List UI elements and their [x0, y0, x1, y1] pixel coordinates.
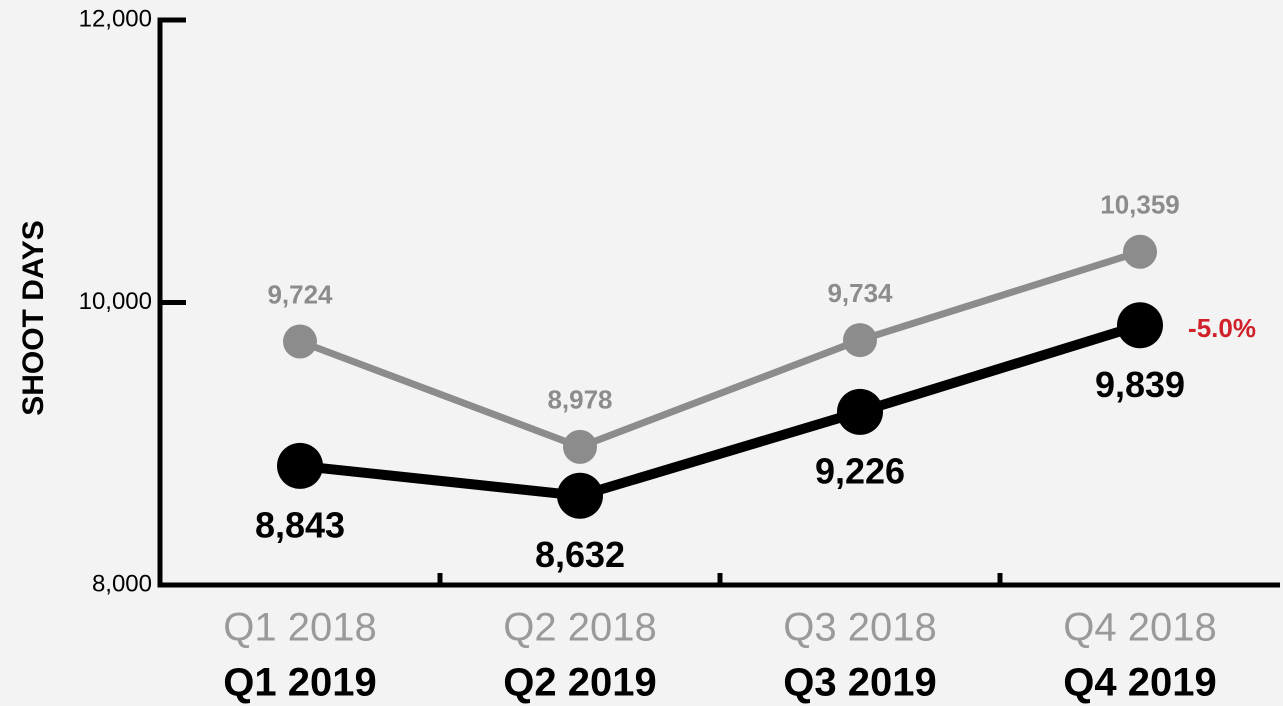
x-tick-label: Q3 2019	[783, 661, 936, 705]
data-point	[563, 429, 597, 464]
data-label: 8,843	[255, 504, 345, 545]
x-tick-label: Q2 2018	[503, 606, 656, 650]
data-label: 9,226	[815, 450, 905, 491]
x-tick-label: Q2 2019	[503, 661, 656, 705]
data-point	[557, 472, 603, 519]
data-point	[277, 442, 323, 489]
x-tick-label: Q1 2018	[223, 606, 376, 650]
x-tick-label: Q3 2018	[783, 606, 936, 650]
x-tick-label: Q1 2019	[223, 661, 376, 705]
data-label: 9,839	[1095, 364, 1185, 405]
annotation: -5.0%	[1188, 313, 1256, 343]
y-tick-label: 12,000	[79, 5, 152, 32]
y-tick-label: 10,000	[79, 288, 152, 315]
series-line	[299, 320, 1142, 501]
data-point	[283, 324, 317, 359]
data-point	[837, 388, 883, 435]
data-point	[1117, 302, 1163, 349]
y-axis-label: SHOOT DAYS	[17, 220, 50, 416]
data-point	[1123, 234, 1157, 269]
data-label: 8,632	[535, 534, 625, 575]
data-point	[843, 323, 877, 358]
data-label: 10,359	[1100, 190, 1180, 220]
x-tick-label: Q4 2018	[1063, 606, 1216, 650]
data-label: 9,724	[267, 279, 333, 309]
x-tick-label: Q4 2019	[1063, 661, 1216, 705]
y-tick-label: 8,000	[92, 570, 152, 597]
series-line	[298, 248, 1142, 451]
data-label: 8,978	[547, 385, 612, 415]
data-label: 9,734	[827, 278, 893, 308]
